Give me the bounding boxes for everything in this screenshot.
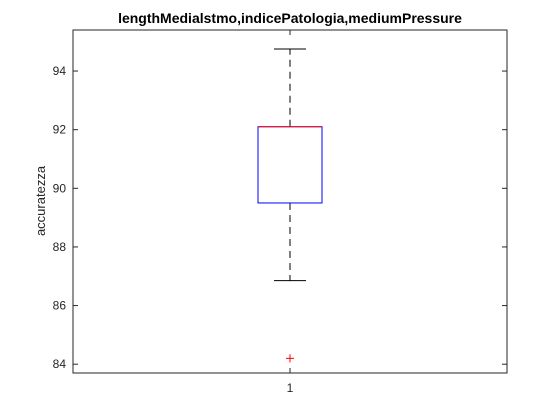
y-axis: 84 86 88 90 92 94 [53, 64, 507, 371]
box-series [257, 48, 323, 363]
y-tick-label: 94 [53, 64, 67, 78]
y-tick-label: 92 [53, 123, 67, 137]
y-tick-label: 84 [53, 357, 67, 371]
outlier-point [286, 354, 294, 363]
y-tick-label: 88 [53, 240, 67, 254]
plot-area-frame [72, 29, 508, 374]
x-axis: 1 [287, 30, 294, 395]
y-tick-label: 90 [53, 181, 67, 195]
y-tick-label: 86 [53, 299, 67, 313]
chart-title: lengthMedialstmo,indicePatologia,mediumP… [118, 10, 462, 26]
y-axis-label: accuratezza [33, 165, 48, 236]
x-tick-label: 1 [287, 381, 294, 395]
